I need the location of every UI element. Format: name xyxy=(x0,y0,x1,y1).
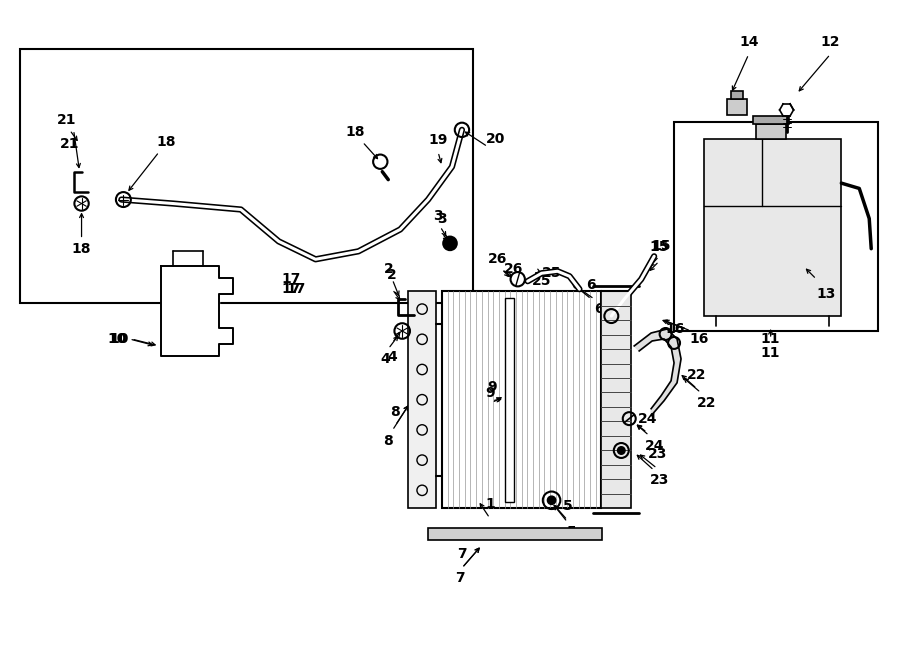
Bar xyxy=(731,91,742,99)
Text: 18: 18 xyxy=(72,243,91,256)
Text: 3: 3 xyxy=(433,210,443,223)
Text: 4: 4 xyxy=(381,352,390,366)
Text: 2: 2 xyxy=(387,268,397,282)
Text: 10: 10 xyxy=(110,332,129,346)
Text: 5: 5 xyxy=(567,525,576,539)
Text: 3: 3 xyxy=(437,212,446,227)
Text: 9: 9 xyxy=(487,380,497,394)
Circle shape xyxy=(617,447,626,454)
Text: 6: 6 xyxy=(587,278,596,292)
Text: 23: 23 xyxy=(650,473,669,487)
Text: 6: 6 xyxy=(595,302,604,316)
Text: 13: 13 xyxy=(816,287,836,301)
Bar xyxy=(727,99,747,115)
Bar xyxy=(753,116,789,124)
Text: 17: 17 xyxy=(281,272,301,286)
Text: 11: 11 xyxy=(760,332,780,346)
Text: 17: 17 xyxy=(281,282,301,296)
Text: 8: 8 xyxy=(383,434,393,447)
Text: 15: 15 xyxy=(652,239,670,253)
Text: 15: 15 xyxy=(650,241,669,254)
Text: 16: 16 xyxy=(689,332,708,346)
Text: 26: 26 xyxy=(488,253,508,266)
Text: 20: 20 xyxy=(486,132,506,146)
Text: 25: 25 xyxy=(542,266,562,280)
Text: 16: 16 xyxy=(665,322,685,336)
Text: 1: 1 xyxy=(485,497,495,511)
Text: 17: 17 xyxy=(286,282,305,296)
Text: 24: 24 xyxy=(637,412,657,426)
Bar xyxy=(674,122,878,331)
Text: 26: 26 xyxy=(504,262,524,276)
Text: 21: 21 xyxy=(57,113,76,127)
Bar xyxy=(442,291,601,508)
Text: 23: 23 xyxy=(647,447,667,461)
Text: 22: 22 xyxy=(688,368,706,382)
Text: 12: 12 xyxy=(821,35,840,49)
Circle shape xyxy=(443,237,457,250)
Bar xyxy=(505,298,514,502)
Text: 19: 19 xyxy=(428,133,447,147)
Bar xyxy=(409,291,436,508)
Polygon shape xyxy=(161,266,233,356)
Bar xyxy=(756,124,787,139)
Text: 4: 4 xyxy=(387,350,397,364)
Text: 11: 11 xyxy=(760,346,780,360)
Text: 22: 22 xyxy=(698,396,716,410)
Text: 9: 9 xyxy=(485,386,495,400)
Text: 25: 25 xyxy=(532,274,552,288)
Bar xyxy=(428,528,602,540)
Bar xyxy=(20,49,472,303)
Text: 7: 7 xyxy=(455,571,464,585)
Text: 7: 7 xyxy=(457,547,467,561)
Text: 2: 2 xyxy=(383,262,393,276)
Text: 5: 5 xyxy=(562,499,572,513)
Circle shape xyxy=(547,496,556,504)
Text: 8: 8 xyxy=(391,405,401,418)
Text: 24: 24 xyxy=(644,438,664,453)
Text: 14: 14 xyxy=(739,35,759,49)
Text: 10: 10 xyxy=(108,332,127,346)
Text: 18: 18 xyxy=(157,135,176,149)
Text: 21: 21 xyxy=(60,137,79,151)
Bar xyxy=(704,139,842,316)
Bar xyxy=(601,291,631,508)
Text: 18: 18 xyxy=(346,125,365,139)
Polygon shape xyxy=(634,329,681,416)
